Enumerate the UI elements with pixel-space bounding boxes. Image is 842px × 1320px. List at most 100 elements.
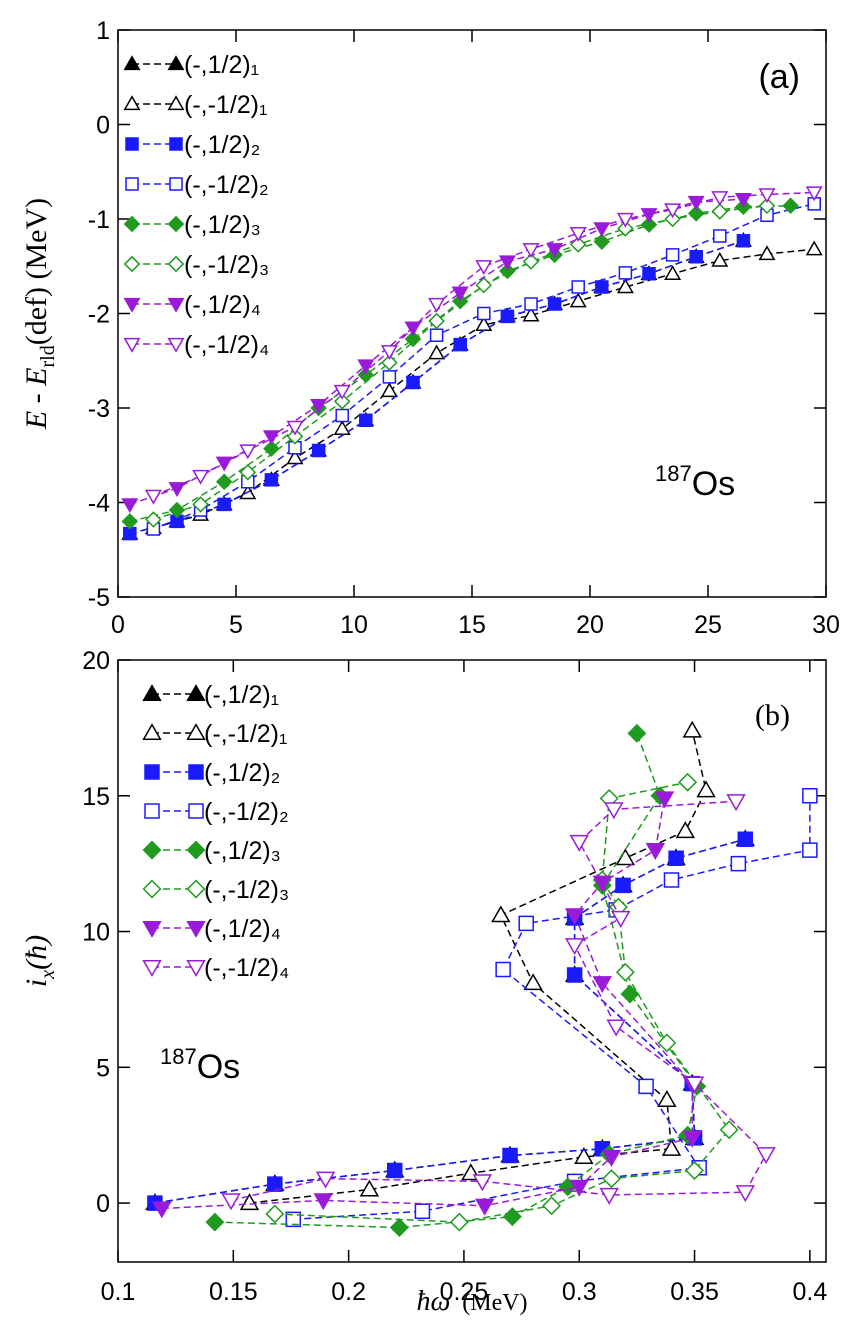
- data-point: [805, 186, 823, 202]
- legend-marker: [186, 723, 206, 741]
- data-point: [123, 526, 137, 541]
- data-point: [313, 1193, 333, 1211]
- legend-label: (-,1/2)₄: [204, 915, 281, 943]
- y-label-part: (def) (MeV): [20, 198, 53, 345]
- y-tick-label: 1: [96, 17, 110, 45]
- legend-label: (-,-1/2)₁: [204, 720, 287, 748]
- data-point: [664, 210, 681, 228]
- legend-marker: [123, 337, 141, 353]
- data-point: [380, 382, 398, 398]
- data-point: [499, 262, 516, 280]
- data-point: [475, 260, 493, 275]
- data-point: [654, 791, 675, 809]
- y-label-part: E: [20, 367, 53, 386]
- element: Os: [197, 1048, 240, 1086]
- data-point: [263, 440, 280, 457]
- data-point: [286, 449, 304, 465]
- data-point: [474, 1198, 495, 1216]
- legend-label: (-,1/2)₁: [204, 681, 279, 709]
- legend-marker: [167, 55, 185, 71]
- legend-marker: [167, 95, 185, 111]
- data-point: [719, 1120, 739, 1140]
- data-point: [286, 420, 304, 436]
- data-point: [359, 413, 373, 428]
- data-point: [665, 248, 680, 262]
- data-point: [389, 1218, 409, 1237]
- legend-label: (-,1/2)₃: [184, 211, 261, 239]
- mass-number: 187: [655, 461, 692, 486]
- data-point: [685, 1161, 705, 1180]
- data-point: [381, 354, 398, 371]
- data-point: [357, 359, 375, 375]
- data-point: [664, 265, 682, 280]
- legend-marker: [167, 215, 185, 233]
- data-point: [239, 1193, 260, 1211]
- legend-label: (-,1/2)₂: [204, 759, 280, 787]
- data-point: [449, 1212, 469, 1232]
- x-axis-label: ħω (MeV): [416, 1286, 527, 1317]
- x-label-part: (MeV): [462, 1290, 527, 1316]
- x-tick-label: 15: [458, 611, 486, 639]
- legend-marker: [186, 684, 206, 702]
- legend-marker: [142, 684, 162, 702]
- isotope-label: 187Os: [655, 461, 735, 503]
- data-point: [726, 794, 746, 812]
- data-point: [569, 834, 589, 852]
- legend-marker: [144, 803, 160, 819]
- data-point: [523, 973, 543, 991]
- data-point: [618, 266, 633, 280]
- data-point: [564, 938, 585, 956]
- y-tick-label: -2: [88, 301, 110, 329]
- data-point: [546, 243, 564, 258]
- data-point: [500, 309, 515, 324]
- legend-label: (-,-1/2)₄: [204, 954, 289, 982]
- data-point: [756, 1147, 776, 1165]
- data-point: [711, 191, 729, 206]
- data-point: [617, 220, 634, 237]
- data-point: [217, 497, 231, 512]
- legend-marker: [186, 840, 206, 860]
- data-point: [569, 1179, 589, 1197]
- legend-marker: [123, 297, 141, 313]
- data-point: [735, 1185, 755, 1203]
- data-point: [475, 276, 493, 294]
- data-point: [645, 843, 666, 860]
- legend-label: (-,1/2)₃: [204, 837, 281, 865]
- data-point: [168, 501, 186, 519]
- legend-marker: [123, 95, 141, 111]
- y-tick-label: 0: [96, 112, 110, 140]
- series-line: [153, 205, 768, 521]
- data-point: [380, 345, 398, 361]
- data-point: [522, 243, 540, 258]
- data-point: [264, 473, 279, 487]
- series-line: [153, 191, 815, 497]
- legend-marker: [125, 177, 139, 191]
- panel-label: (a): [758, 58, 800, 96]
- legend-marker: [169, 177, 183, 191]
- data-point: [569, 292, 587, 308]
- data-point: [807, 197, 821, 211]
- data-point: [477, 306, 491, 321]
- data-point: [333, 393, 351, 410]
- data-point: [657, 1089, 677, 1107]
- data-point: [687, 205, 705, 222]
- data-point: [311, 443, 326, 458]
- legend-label: (-,-1/2)₁: [184, 91, 267, 119]
- data-point: [564, 908, 585, 926]
- data-point: [429, 328, 444, 342]
- data-point: [615, 962, 635, 982]
- data-point: [542, 1196, 562, 1216]
- data-point: [689, 250, 703, 264]
- x-tick-label: 0.1: [101, 1278, 136, 1306]
- legend-label: (-,-1/2)₃: [184, 251, 269, 279]
- y-axis-label: ix(ħ): [20, 935, 59, 987]
- data-point: [737, 831, 754, 847]
- x-tick-label: 0.15: [209, 1278, 258, 1306]
- y-label-sub: x: [37, 970, 59, 980]
- data-point: [286, 428, 304, 445]
- data-point: [782, 197, 799, 215]
- data-point: [205, 1212, 225, 1232]
- data-point: [711, 251, 729, 267]
- legend-marker: [169, 137, 183, 151]
